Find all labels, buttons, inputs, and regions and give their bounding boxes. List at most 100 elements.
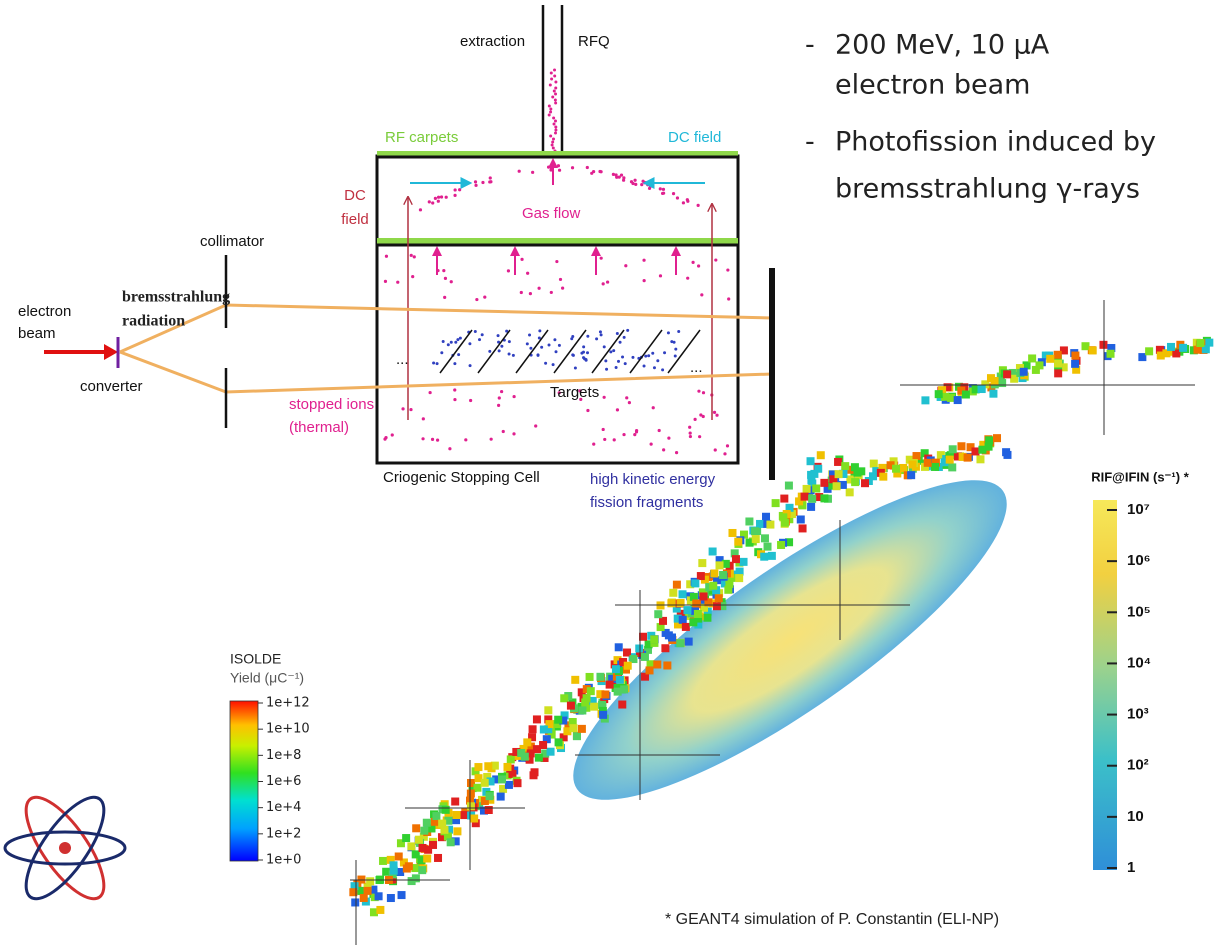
colorbar [1093, 500, 1117, 870]
ion-dot [616, 408, 619, 411]
chart-cell [846, 488, 854, 496]
targets [440, 330, 700, 373]
chart-cell [665, 631, 673, 639]
ion-dot [529, 347, 532, 350]
chart-cell [375, 892, 383, 900]
chart-cell [715, 594, 723, 602]
tick-label: 10⁶ [1127, 552, 1151, 569]
ion-dot [552, 147, 555, 150]
chart-cell [724, 586, 732, 594]
chart-cell [567, 702, 575, 710]
ion-dot [490, 438, 493, 441]
chart-cell [1003, 451, 1011, 459]
chart-cell [1089, 346, 1097, 354]
ion-dot [550, 78, 553, 81]
ion-dot [401, 407, 404, 410]
chart-cell [766, 521, 774, 529]
chart-cell [514, 779, 522, 787]
chart-cell [921, 396, 929, 404]
chart-cell [751, 527, 759, 535]
chart-cell [366, 877, 374, 885]
chart-cell [709, 582, 717, 590]
chart-cell [467, 790, 475, 798]
label: (thermal) [289, 419, 349, 436]
label: high kinetic energy [590, 471, 716, 488]
ion-dot [554, 93, 557, 96]
colorbar [230, 701, 258, 861]
ion-dot [674, 348, 677, 351]
tick-label: 1e+6 [266, 774, 301, 789]
label: Criogenic Stopping Cell [383, 469, 540, 486]
chart-cell [931, 463, 939, 471]
chart-cell [398, 891, 406, 899]
ion-dot [554, 120, 557, 123]
ion-dot [453, 388, 456, 391]
chart-cell [1099, 341, 1107, 349]
chart-cell [734, 538, 742, 546]
chart-cell [667, 599, 675, 607]
target [554, 330, 586, 373]
chart-cell [650, 635, 658, 643]
chart-cell [807, 503, 815, 511]
ion-dot [652, 406, 655, 409]
ion-dot [625, 396, 628, 399]
ion-dot [437, 196, 440, 199]
chart-cell [892, 465, 900, 473]
chart-cell [760, 553, 768, 561]
ion-dot [551, 141, 554, 144]
chart-cell [762, 513, 770, 521]
ion-dot [549, 135, 552, 138]
ion-dot [590, 172, 593, 175]
chart-cell [913, 452, 921, 460]
ion-dot [552, 117, 555, 120]
chart-cell [716, 561, 724, 569]
isolde-legend: ISOLDE Yield (μC⁻¹) 1e+121e+101e+81e+61e… [230, 651, 310, 868]
ion-dot [384, 280, 387, 283]
chart-cell [772, 499, 780, 507]
footnote: * GEANT4 simulation of P. Constantin (EL… [665, 911, 999, 928]
ion-dot [481, 333, 484, 336]
chart-cell [387, 894, 395, 902]
label: fission fragments [590, 494, 703, 511]
ion-dot [498, 396, 501, 399]
chart-cell [820, 494, 828, 502]
ion-dot [538, 329, 541, 332]
label: extraction [460, 33, 525, 50]
ion-dot [474, 180, 477, 183]
tick-label: 10⁵ [1127, 603, 1151, 620]
ion-dot [658, 429, 661, 432]
chart-cell [412, 874, 420, 882]
chart-cell [498, 775, 506, 783]
ion-dot [714, 448, 717, 451]
ion-dot [599, 330, 602, 333]
ion-dot [715, 414, 718, 417]
ion-dot [432, 362, 435, 365]
ion-dot [469, 399, 472, 402]
chart-cell [653, 660, 661, 668]
chart-cell [434, 854, 442, 862]
ion-dot [672, 192, 675, 195]
ion-dot [647, 354, 650, 357]
ion-dot [603, 396, 606, 399]
chart-cell [418, 866, 426, 874]
ion-dot [663, 351, 666, 354]
target [478, 330, 510, 373]
label: stopped ions [289, 396, 374, 413]
chart-cell [1196, 339, 1204, 347]
ion-dot [474, 184, 477, 187]
chart-cell [641, 653, 649, 661]
chart-cell [599, 711, 607, 719]
chart-cell [415, 836, 423, 844]
ion-dot [453, 362, 456, 365]
ion-dot [651, 352, 654, 355]
chart-cell [407, 842, 415, 850]
chart-cell [615, 643, 623, 651]
chart-cell [505, 781, 513, 789]
chart-cell [529, 725, 537, 733]
ion-dot [549, 84, 552, 87]
ion-dot [604, 359, 607, 362]
ion-dot [691, 261, 694, 264]
ion-dot [518, 170, 521, 173]
chart-cell [423, 819, 431, 827]
ion-dot [498, 349, 501, 352]
